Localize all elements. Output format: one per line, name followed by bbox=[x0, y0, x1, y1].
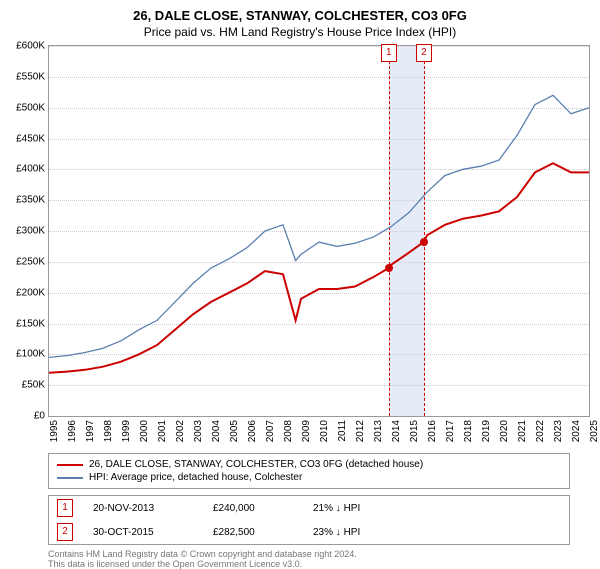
x-axis-label: 2020 bbox=[499, 420, 510, 442]
chart-lines bbox=[49, 46, 589, 416]
x-axis-label: 2011 bbox=[337, 420, 348, 442]
x-axis-label: 2018 bbox=[463, 420, 474, 442]
x-axis-label: 2003 bbox=[193, 420, 204, 442]
x-axis-label: 2024 bbox=[571, 420, 582, 442]
series-line bbox=[49, 163, 589, 373]
sale-date: 20-NOV-2013 bbox=[93, 503, 193, 514]
x-axis-label: 2025 bbox=[589, 420, 600, 442]
y-axis-label: £600K bbox=[16, 41, 45, 52]
y-axis-label: £400K bbox=[16, 164, 45, 175]
x-axis-label: 2009 bbox=[301, 420, 312, 442]
sale-badge: 1 bbox=[57, 499, 73, 517]
x-axis-label: 2007 bbox=[265, 420, 276, 442]
legend-swatch bbox=[57, 464, 83, 466]
sale-diff: 21% ↓ HPI bbox=[313, 503, 413, 514]
x-axis-label: 1997 bbox=[85, 420, 96, 442]
x-axis-label: 2016 bbox=[427, 420, 438, 442]
x-axis-label: 2010 bbox=[319, 420, 330, 442]
legend-swatch bbox=[57, 477, 83, 479]
x-axis-label: 1996 bbox=[67, 420, 78, 442]
sale-row: 1 20-NOV-2013 £240,000 21% ↓ HPI bbox=[49, 496, 569, 520]
chart-container: 26, DALE CLOSE, STANWAY, COLCHESTER, CO3… bbox=[0, 0, 600, 560]
footer-attribution: Contains HM Land Registry data © Crown c… bbox=[48, 549, 570, 569]
x-axis-label: 2019 bbox=[481, 420, 492, 442]
legend: 26, DALE CLOSE, STANWAY, COLCHESTER, CO3… bbox=[48, 453, 570, 489]
series-line bbox=[49, 95, 589, 357]
sale-diff: 23% ↓ HPI bbox=[313, 527, 413, 538]
y-axis-label: £200K bbox=[16, 287, 45, 298]
x-axis-label: 2015 bbox=[409, 420, 420, 442]
x-axis-label: 2002 bbox=[175, 420, 186, 442]
y-axis-label: £550K bbox=[16, 71, 45, 82]
chart-subtitle: Price paid vs. HM Land Registry's House … bbox=[0, 23, 600, 45]
y-axis-label: £0 bbox=[34, 411, 45, 422]
x-axis-label: 2021 bbox=[517, 420, 528, 442]
legend-label: HPI: Average price, detached house, Colc… bbox=[89, 472, 302, 483]
y-axis-label: £300K bbox=[16, 226, 45, 237]
y-axis-label: £350K bbox=[16, 195, 45, 206]
y-axis-label: £450K bbox=[16, 133, 45, 144]
x-axis-label: 1995 bbox=[49, 420, 60, 442]
x-axis-label: 2014 bbox=[391, 420, 402, 442]
sale-badge: 2 bbox=[57, 523, 73, 541]
y-axis-label: £500K bbox=[16, 102, 45, 113]
x-axis-label: 2023 bbox=[553, 420, 564, 442]
sale-price: £240,000 bbox=[213, 503, 293, 514]
x-axis-label: 2013 bbox=[373, 420, 384, 442]
footer-line-2: This data is licensed under the Open Gov… bbox=[48, 559, 570, 569]
x-axis-label: 2001 bbox=[157, 420, 168, 442]
y-axis-label: £150K bbox=[16, 318, 45, 329]
legend-label: 26, DALE CLOSE, STANWAY, COLCHESTER, CO3… bbox=[89, 459, 423, 470]
x-axis-label: 2000 bbox=[139, 420, 150, 442]
legend-item: 26, DALE CLOSE, STANWAY, COLCHESTER, CO3… bbox=[57, 458, 561, 471]
sale-price: £282,500 bbox=[213, 527, 293, 538]
x-axis-label: 2005 bbox=[229, 420, 240, 442]
chart-area: £0£50K£100K£150K£200K£250K£300K£350K£400… bbox=[48, 45, 590, 417]
x-axis-label: 2008 bbox=[283, 420, 294, 442]
x-axis-label: 2022 bbox=[535, 420, 546, 442]
sale-row: 2 30-OCT-2015 £282,500 23% ↓ HPI bbox=[49, 520, 569, 544]
x-axis-label: 2012 bbox=[355, 420, 366, 442]
sale-point-marker bbox=[385, 264, 393, 272]
footer-line-1: Contains HM Land Registry data © Crown c… bbox=[48, 549, 570, 559]
legend-item: HPI: Average price, detached house, Colc… bbox=[57, 471, 561, 484]
y-axis-label: £250K bbox=[16, 256, 45, 267]
x-axis-label: 2017 bbox=[445, 420, 456, 442]
chart-title: 26, DALE CLOSE, STANWAY, COLCHESTER, CO3… bbox=[0, 0, 600, 23]
y-axis-label: £50K bbox=[22, 380, 45, 391]
x-axis-label: 1999 bbox=[121, 420, 132, 442]
sale-point-marker bbox=[420, 238, 428, 246]
y-axis-label: £100K bbox=[16, 349, 45, 360]
x-axis-label: 2006 bbox=[247, 420, 258, 442]
x-axis-label: 2004 bbox=[211, 420, 222, 442]
sale-date: 30-OCT-2015 bbox=[93, 527, 193, 538]
x-axis-label: 1998 bbox=[103, 420, 114, 442]
sales-table: 1 20-NOV-2013 £240,000 21% ↓ HPI 2 30-OCT-201… bbox=[48, 495, 570, 545]
